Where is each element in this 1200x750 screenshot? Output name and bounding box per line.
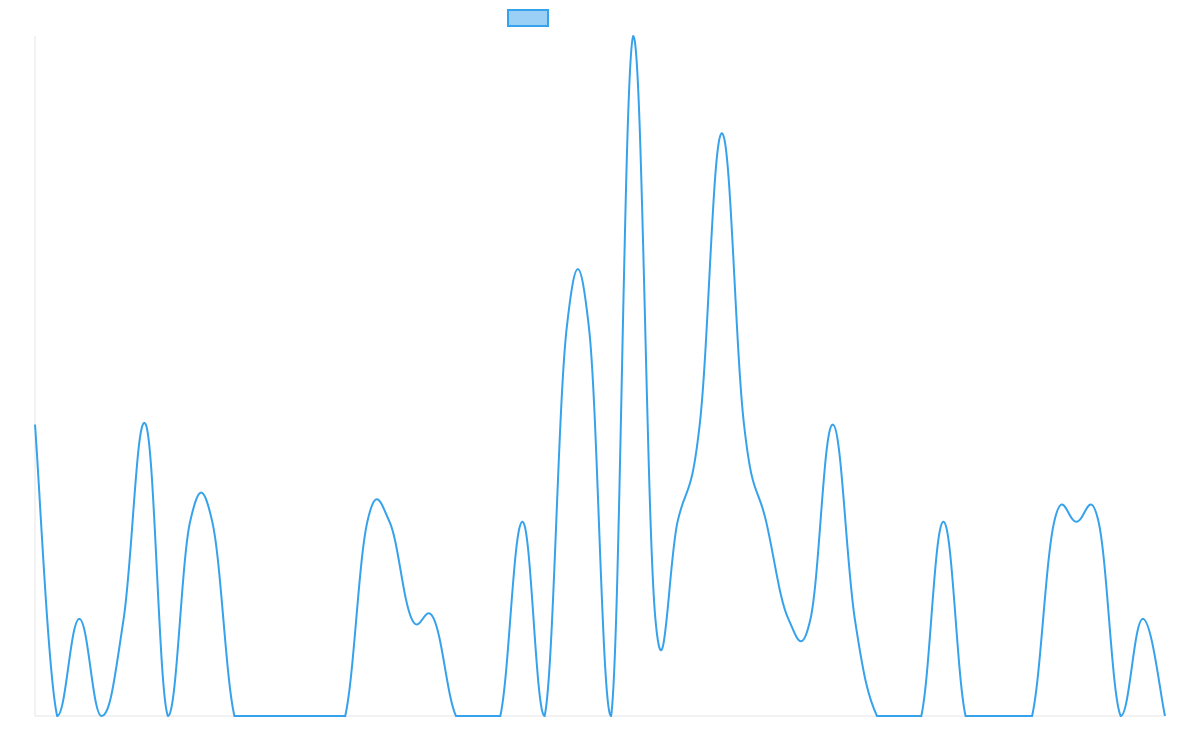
legend-swatch — [507, 9, 549, 27]
series-line — [34, 34, 1166, 718]
